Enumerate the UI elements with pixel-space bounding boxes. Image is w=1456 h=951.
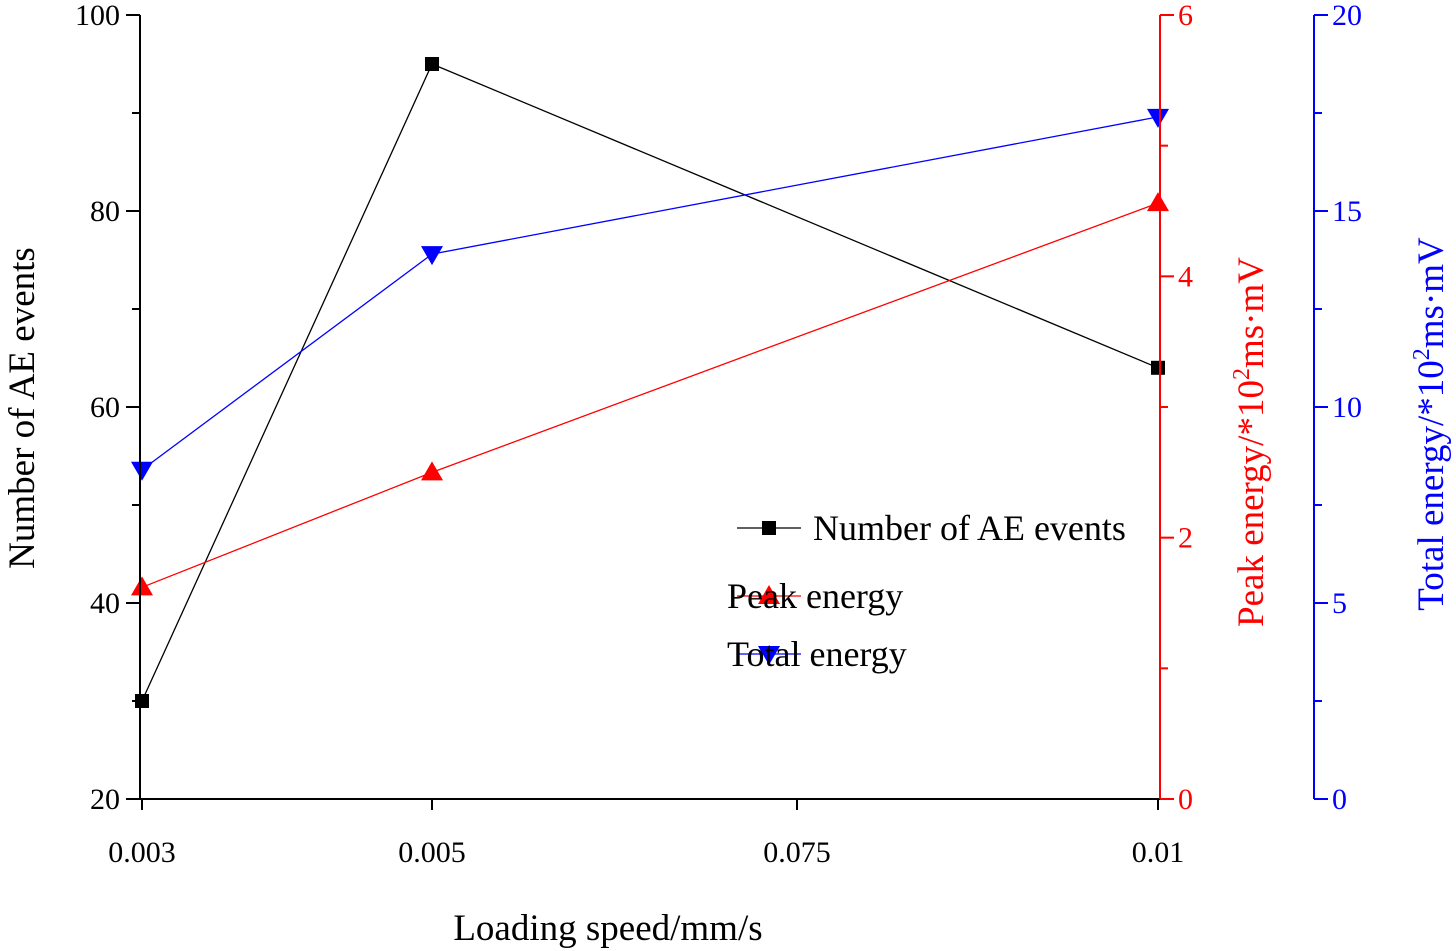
y-right-total-title-tail: ms·mV [1411,237,1452,348]
legend-label-1: Number of AE events [813,508,1126,548]
data-point-s2-2 [421,461,443,481]
y-right-peak-tick-label: 6 [1178,0,1193,32]
plot-lines [131,57,1169,708]
y-left-tick-label: 60 [90,391,120,424]
y-axis-left: 20 40 60 80 100 Number of AE events [2,0,141,816]
legend-marker-3 [758,646,780,665]
data-point-s2-3 [1147,192,1169,212]
y-right-total-tick-label: 0 [1332,783,1347,816]
legend-marker-1 [762,521,776,535]
data-point-s2-1 [131,576,153,596]
y-right-peak-title-tail: ms·mV [1231,257,1272,368]
legend: Number of AE events Peak energy Total ener… [727,508,1126,674]
x-axis-title: Loading speed/mm/s [453,908,762,949]
legend-marker-2 [758,585,780,604]
y-right-total-title-sup: 2 [1409,348,1435,360]
y-left-tick-label: 80 [90,195,120,228]
x-axis: 0.003 0.005 0.075 0.01 Loading speed/mm/s [108,798,1185,949]
y-left-tick-label: 100 [75,0,120,32]
data-point-s1-2 [425,57,439,71]
y-right-peak-tick-label: 0 [1178,783,1193,816]
data-point-s1-3 [1151,360,1165,375]
data-point-s3-3 [1147,108,1169,128]
y-right-peak-title-sup: 2 [1229,368,1255,380]
y-right-peak-title: Peak energy/*102ms·mV [1229,257,1272,627]
y-right-total-tick-label: 15 [1332,195,1362,228]
y-right-total-title: Total energy/*102ms·mV [1409,237,1452,611]
series-line-1 [141,63,1159,702]
y-left-tick-label: 40 [90,587,120,620]
legend-label-3: Total energy [727,634,907,674]
x-tick-label: 0.01 [1132,836,1185,869]
y-axis-right-total: 0 5 10 15 20 Total energy/*102ms·mV [1313,0,1452,816]
y-left-tick-label: 20 [90,783,120,816]
y-right-total-title-main: Total energy/*10 [1411,360,1452,611]
y-right-peak-title-main: Peak energy/*10 [1231,380,1272,627]
x-tick-label: 0.005 [398,836,466,869]
series-line-3 [141,116,1159,471]
y-left-title: Number of AE events [2,247,43,569]
legend-label-2: Peak energy [727,576,903,616]
y-right-peak-tick-label: 2 [1178,522,1193,555]
data-point-s1-1 [135,694,149,708]
y-right-peak-tick-label: 4 [1178,260,1193,293]
data-point-s3-2 [421,246,443,266]
x-tick-label: 0.003 [108,836,176,869]
x-tick-label: 0.075 [763,836,831,869]
y-right-total-tick-label: 10 [1332,391,1362,424]
y-right-total-tick-label: 5 [1332,587,1347,620]
y-right-total-tick-label: 20 [1332,0,1362,32]
data-point-s3-1 [131,461,153,481]
